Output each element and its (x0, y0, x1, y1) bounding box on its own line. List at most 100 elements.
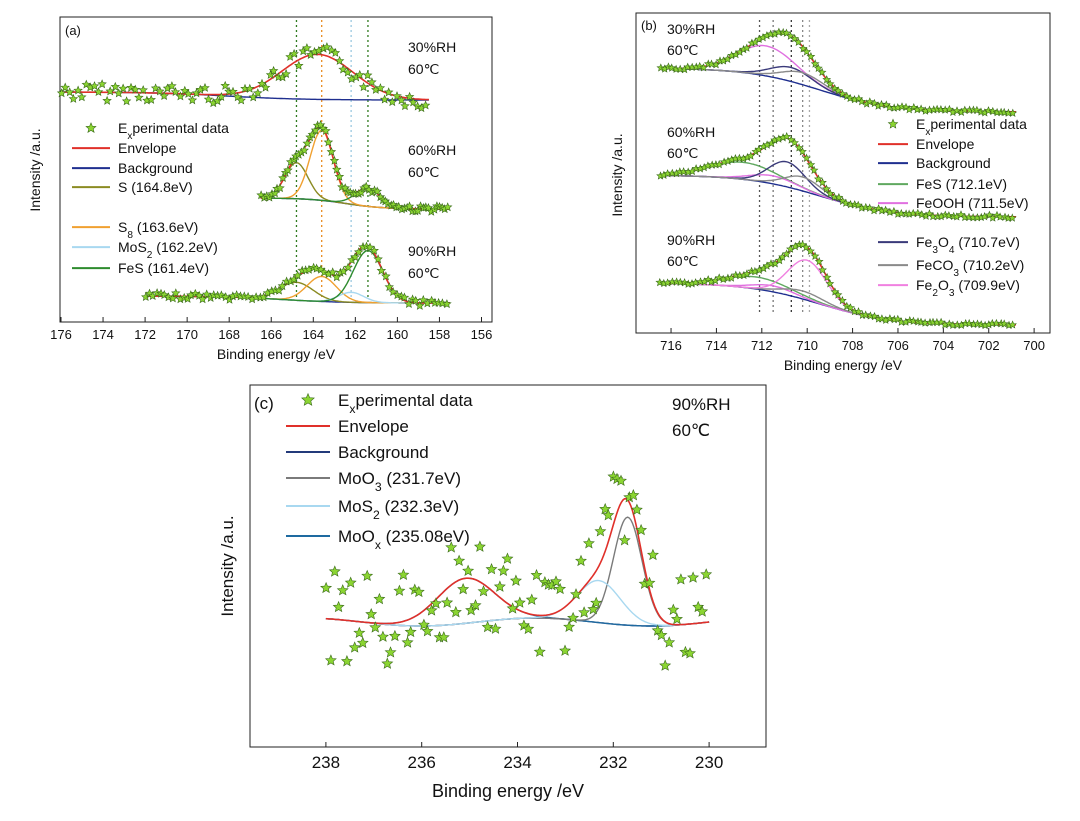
experimental-point (342, 67, 353, 77)
experimental-point (794, 143, 804, 152)
experimental-point (353, 626, 366, 639)
experimental-point (399, 292, 410, 302)
experimental-point (999, 319, 1009, 328)
x-tick-label: 230 (695, 753, 723, 772)
experimental-point (473, 540, 486, 552)
legend-star-icon (301, 392, 315, 406)
experimental-point (356, 187, 366, 197)
legend-star-icon (85, 122, 97, 133)
experimental-point (614, 474, 627, 486)
experimental-point (130, 84, 141, 94)
legend-label: Background (916, 155, 991, 171)
experimental-point (944, 211, 954, 220)
experimental-point (866, 311, 875, 320)
experimental-point (999, 107, 1009, 117)
panel-b-cond-90-temp: 60℃ (667, 253, 698, 269)
legend-label: MoO3 (231.7eV) (338, 469, 461, 494)
experimental-point (485, 563, 498, 575)
experimental-point (683, 647, 696, 659)
experimental-point (582, 537, 595, 549)
experimental-point (420, 100, 431, 110)
legend-label: Envelope (916, 136, 975, 152)
experimental-point (326, 146, 337, 156)
panel-b-x-axis-label: Binding energy /eV (784, 357, 903, 373)
legend-label: Envelope (118, 140, 177, 156)
experimental-point (200, 82, 210, 92)
panel-c-label: (c) (254, 394, 274, 413)
experimental-point (336, 584, 349, 596)
experimental-point (679, 167, 688, 176)
x-tick-label: 716 (660, 338, 682, 353)
experimental-point (388, 629, 401, 642)
experimental-point (358, 82, 369, 92)
x-tick-label: 158 (429, 327, 451, 342)
experimental-point (121, 96, 132, 106)
experimental-point (559, 644, 572, 656)
legend-label: Experimental data (916, 116, 1027, 138)
experimental-point (110, 81, 121, 91)
experimental-point (365, 608, 378, 620)
experimental-point (493, 580, 506, 592)
experimental-point (675, 277, 685, 287)
legend-label: S (164.8eV) (118, 179, 193, 195)
experimental-point (802, 153, 811, 162)
experimental-point (567, 611, 580, 624)
experimental-point (245, 83, 255, 93)
experimental-point (216, 92, 227, 102)
experimental-point (408, 97, 418, 107)
experimental-point (944, 319, 954, 328)
experimental-point (289, 48, 299, 58)
experimental-point (477, 585, 490, 597)
experimental-point (397, 568, 410, 581)
experimental-point (846, 303, 855, 312)
experimental-point (362, 70, 373, 80)
experimental-point (714, 159, 724, 169)
experimental-point (861, 202, 871, 212)
panel-a-cond-30-temp: 60℃ (408, 61, 439, 77)
experimental-point (646, 548, 659, 561)
experimental-point (825, 79, 835, 88)
experimental-point (404, 299, 414, 309)
experimental-point (936, 105, 946, 114)
experimental-point (731, 270, 741, 279)
experimental-point (331, 272, 342, 282)
envelope-curve (659, 32, 1016, 113)
experimental-point (321, 125, 331, 135)
experimental-point (320, 581, 333, 594)
experimental-point (348, 641, 361, 653)
experimental-point (885, 314, 895, 323)
experimental-point (322, 42, 332, 52)
experimental-point (810, 251, 820, 260)
panel-b-cond-30-rh: 30%RH (667, 21, 715, 37)
experimental-point (522, 622, 535, 635)
panel-a-y-axis-label: Intensity /a.u. (27, 128, 43, 211)
experimental-point (253, 88, 263, 98)
experimental-point (578, 606, 591, 618)
experimental-point (334, 171, 345, 181)
experimental-point (274, 285, 284, 295)
experimental-point (396, 95, 407, 105)
experimental-point (275, 183, 285, 193)
x-tick-label: 160 (387, 327, 409, 342)
experimental-point (376, 630, 389, 642)
experimental-point (462, 564, 475, 577)
experimental-point (412, 585, 425, 598)
experimental-point (167, 81, 177, 91)
experimental-point (387, 97, 398, 107)
experimental-point (834, 192, 844, 202)
experimental-point (818, 265, 827, 274)
experimental-point (814, 257, 824, 266)
legend-label: FeOOH (711.5eV) (916, 195, 1029, 211)
experimental-point (134, 92, 144, 102)
experimental-point (897, 102, 907, 111)
experimental-point (283, 165, 293, 175)
experimental-point (307, 129, 318, 139)
x-tick-label: 172 (134, 327, 156, 342)
experimental-point (344, 576, 357, 588)
component-curve (325, 579, 710, 627)
experimental-point (350, 252, 360, 262)
experimental-point (183, 88, 194, 98)
experimental-point (429, 597, 442, 609)
experimental-point (861, 310, 871, 319)
